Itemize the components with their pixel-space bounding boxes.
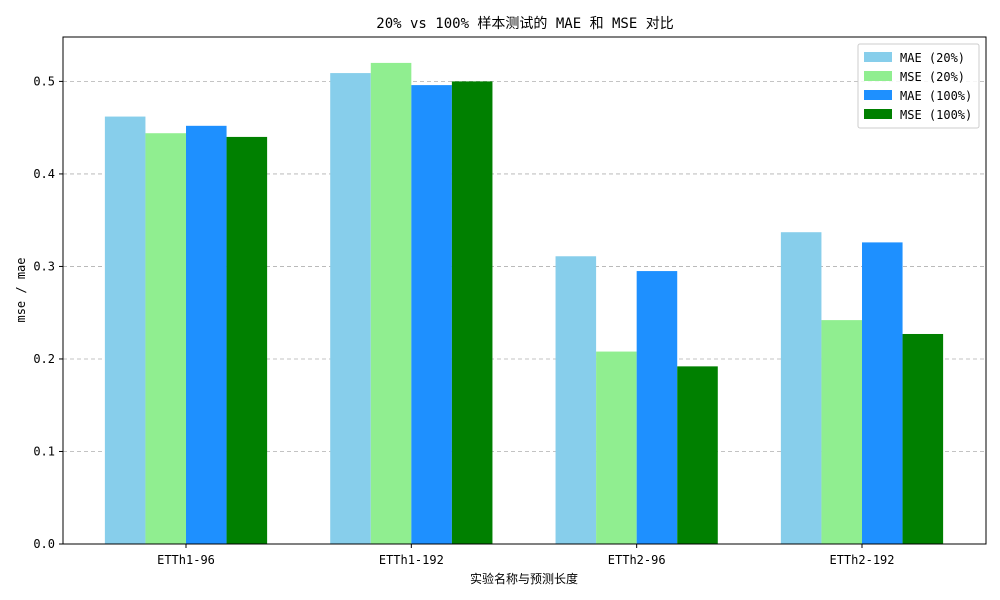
bar <box>330 73 371 544</box>
y-tick-label: 0.4 <box>33 167 55 181</box>
y-axis-ticks: 0.0 0.1 0.2 0.3 0.4 0.5 <box>33 74 63 551</box>
bar <box>821 320 862 544</box>
legend-label: MAE (20%) <box>900 51 965 65</box>
y-tick-label: 0.1 <box>33 444 55 458</box>
y-tick-label: 0.0 <box>33 537 55 551</box>
bar <box>411 85 452 544</box>
bar <box>902 333 944 544</box>
legend-label: MSE (20%) <box>900 70 965 84</box>
x-tick-label: ETTh2-96 <box>608 553 666 567</box>
y-tick-label: 0.3 <box>33 259 55 273</box>
bar <box>226 136 268 544</box>
x-axis-ticks: ETTh1-96 ETTh1-192 ETTh2-96 ETTh2-192 <box>157 544 895 567</box>
bar <box>780 232 822 544</box>
legend-swatch <box>864 109 892 119</box>
legend-swatch <box>864 90 892 100</box>
y-tick-label: 0.5 <box>33 74 55 88</box>
y-tick-label: 0.2 <box>33 352 55 366</box>
legend-label: MAE (100%) <box>900 89 972 103</box>
legend-swatch <box>864 52 892 62</box>
bar <box>104 116 146 544</box>
bar <box>677 366 718 544</box>
plot-frame <box>62 36 987 545</box>
bar <box>596 351 637 544</box>
bar <box>636 271 678 544</box>
x-tick-label: ETTh1-96 <box>157 553 215 567</box>
bar <box>370 62 412 544</box>
legend-label: MSE (100%) <box>900 108 972 122</box>
bar <box>186 125 227 545</box>
legend-swatch <box>864 71 892 81</box>
legend: MAE (20%) MSE (20%) MAE (100%) MSE (100%) <box>857 43 980 129</box>
bar <box>451 81 493 545</box>
bars <box>104 62 944 545</box>
bar <box>145 133 186 544</box>
x-tick-label: ETTh2-192 <box>829 553 894 567</box>
bar <box>862 242 903 545</box>
legend-frame <box>857 43 980 129</box>
x-tick-label: ETTh1-192 <box>379 553 444 567</box>
x-axis-label: 实验名称与预测长度 <box>470 571 578 586</box>
chart-title: 20% vs 100% 样本测试的 MAE 和 MSE 对比 <box>376 16 673 32</box>
bar <box>555 256 597 544</box>
y-axis-label: mse / mae <box>14 257 28 322</box>
